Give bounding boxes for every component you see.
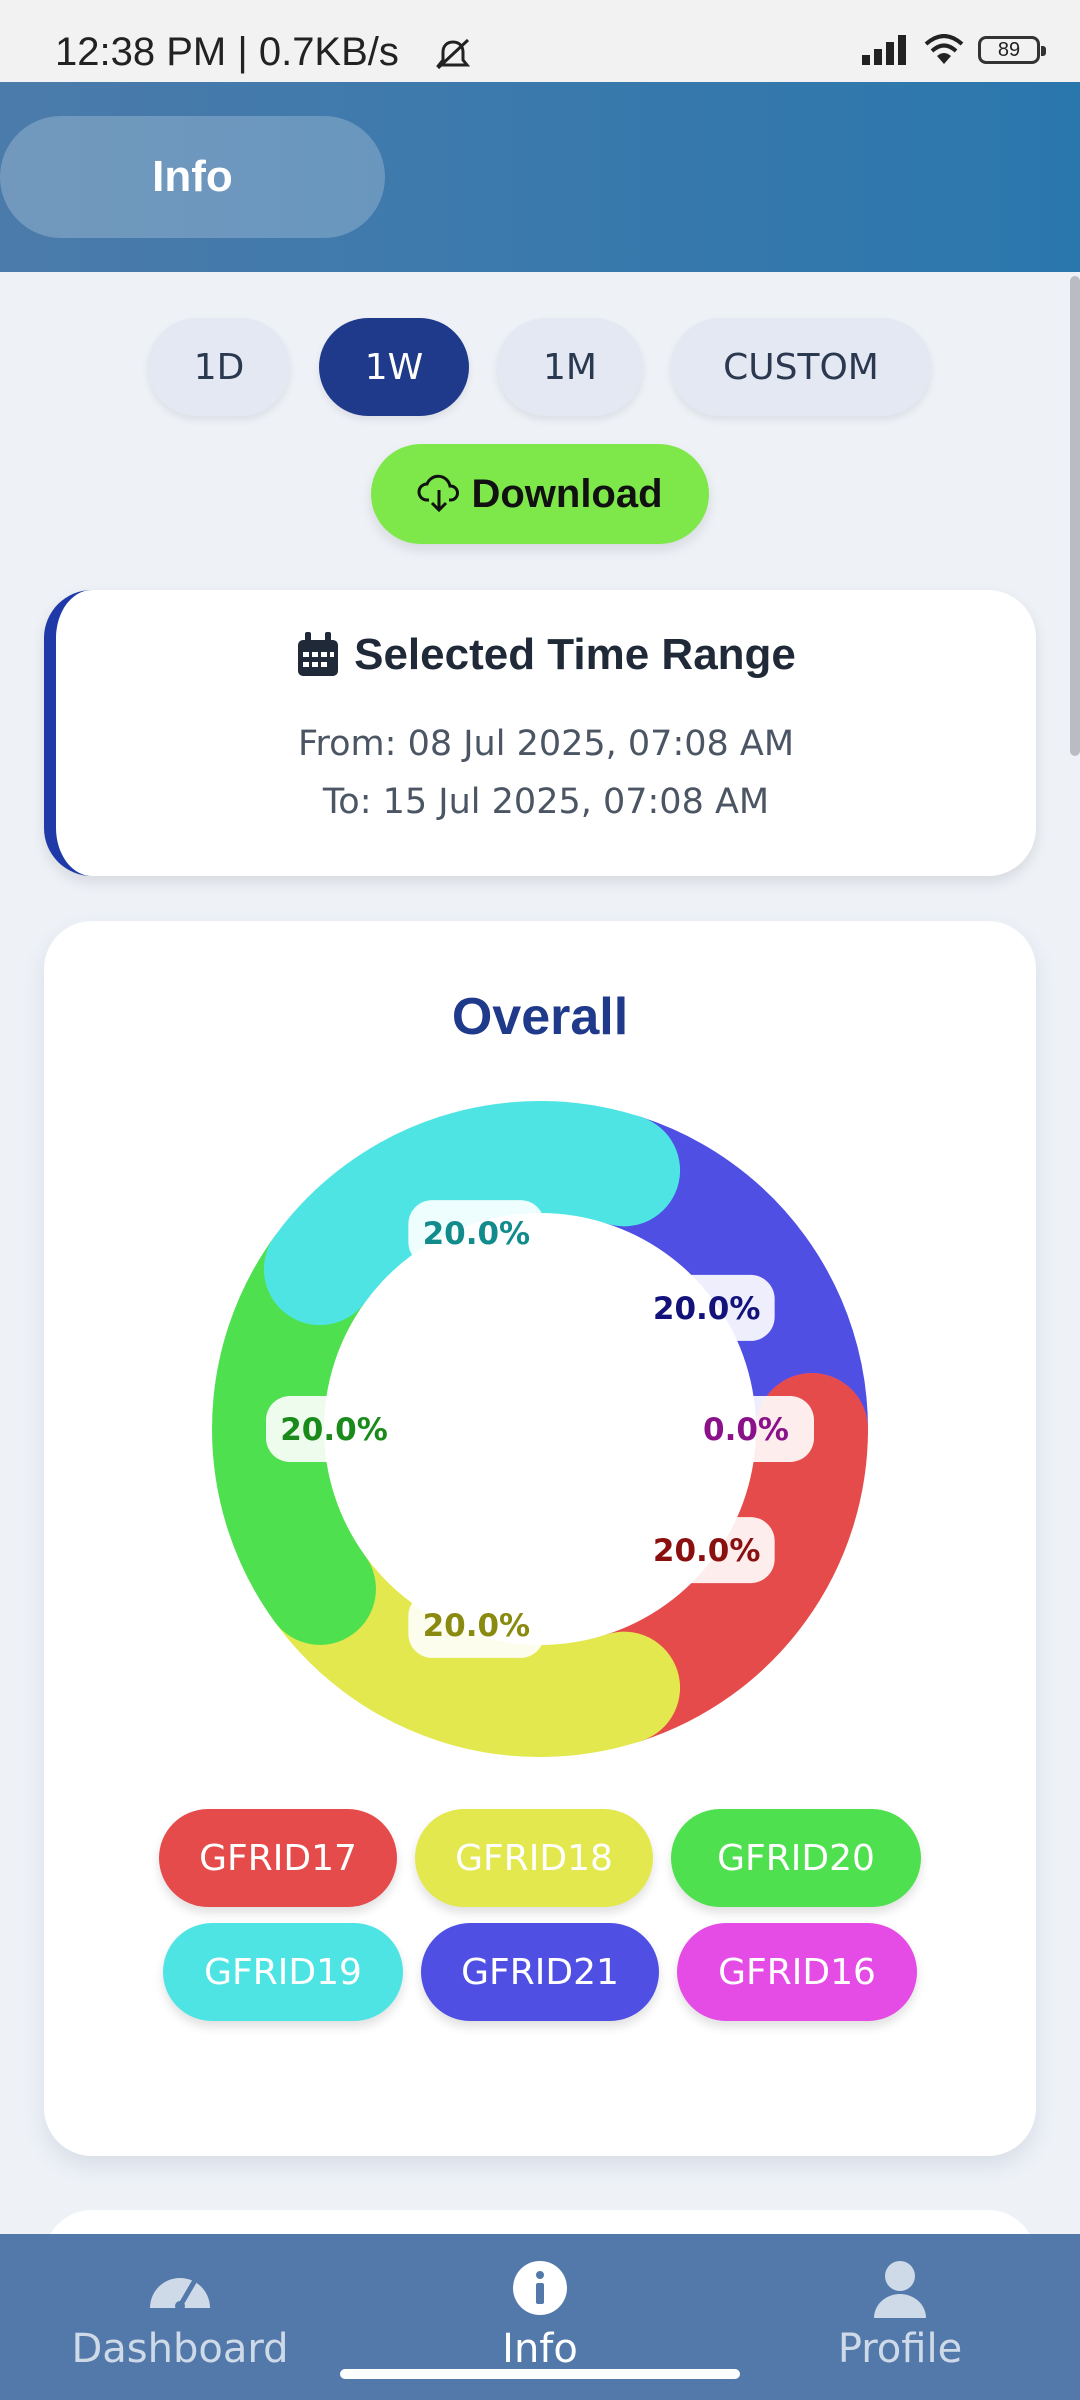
calendar-icon bbox=[298, 632, 339, 676]
status-icons: 89 bbox=[862, 34, 1046, 66]
slice-label-gfrid20: 20.0% bbox=[266, 1396, 402, 1462]
time-range-selector: 1D 1W 1M CUSTOM bbox=[0, 318, 1080, 416]
person-icon bbox=[874, 2261, 926, 2318]
slice-percentage: 0.0% bbox=[703, 1412, 789, 1448]
nav-label-info: Info bbox=[502, 2326, 578, 2372]
status-time: 12:38 PM | 0.7KB/s bbox=[55, 30, 399, 74]
slice-label-background bbox=[408, 1200, 545, 1267]
range-button-custom[interactable]: CUSTOM bbox=[671, 318, 931, 416]
slice-label-background bbox=[638, 1274, 775, 1341]
slice-label-gfrid16: 0.0% bbox=[678, 1396, 814, 1462]
slice-label-gfrid17: 20.0% bbox=[638, 1517, 775, 1584]
scrollbar[interactable] bbox=[1070, 276, 1080, 756]
selected-time-range-card: Selected Time Range From: 08 Jul 2025, 0… bbox=[44, 590, 1036, 876]
time-range-to: To: 15 Jul 2025, 07:08 AM bbox=[322, 782, 770, 822]
chart-title: Overall bbox=[451, 988, 629, 1046]
cloud-download-icon bbox=[418, 474, 460, 513]
donut-chart: 20.0% 0.0% 20.0% 20.0% 20.0% 20.0% bbox=[212, 1101, 868, 1757]
legend-chip-gfrid21[interactable]: GFRID21 bbox=[421, 1923, 659, 2021]
legend-chip-gfrid18[interactable]: GFRID18 bbox=[415, 1809, 653, 1907]
slice-percentage: 20.0% bbox=[653, 1533, 761, 1569]
nav-item-dashboard[interactable]: Dashboard bbox=[50, 2234, 310, 2400]
download-button[interactable]: Download bbox=[371, 444, 709, 544]
nav-item-profile[interactable]: Profile bbox=[770, 2234, 1030, 2400]
slice-percentage: 20.0% bbox=[280, 1412, 388, 1448]
range-button-1m[interactable]: 1M bbox=[497, 318, 643, 416]
slice-percentage: 20.0% bbox=[423, 1216, 531, 1252]
slice-label-background bbox=[678, 1396, 814, 1462]
info-icon bbox=[513, 2261, 567, 2315]
battery-icon: 89 bbox=[978, 36, 1046, 64]
range-button-1d[interactable]: 1D bbox=[148, 318, 290, 416]
time-range-from: From: 08 Jul 2025, 07:08 AM bbox=[297, 724, 795, 764]
donut-slice-gfrid19[interactable] bbox=[263, 1101, 681, 1326]
speedometer-icon bbox=[150, 2278, 210, 2311]
legend-chip-gfrid19[interactable]: GFRID19 bbox=[163, 1923, 403, 2021]
nav-label-profile: Profile bbox=[837, 2326, 963, 2372]
overall-chart-card: Overall 20.0% 0.0% 20.0% 20.0% 20.0% 20.0% GF… bbox=[44, 921, 1036, 2156]
slice-label-gfrid19: 20.0% bbox=[408, 1200, 545, 1267]
slice-label-gfrid18: 20.0% bbox=[408, 1591, 545, 1658]
range-button-1w[interactable]: 1W bbox=[319, 318, 469, 416]
slice-label-background bbox=[638, 1517, 775, 1584]
legend-chip-gfrid17[interactable]: GFRID17 bbox=[159, 1809, 397, 1907]
slice-label-background bbox=[266, 1396, 402, 1462]
app-header: Info bbox=[0, 82, 1080, 272]
header-tab-pill[interactable]: Info bbox=[0, 116, 385, 238]
home-indicator bbox=[340, 2369, 740, 2379]
time-range-title: Selected Time Range bbox=[354, 630, 796, 679]
slice-label-background bbox=[408, 1591, 545, 1658]
slice-label-gfrid21: 20.0% bbox=[638, 1274, 775, 1341]
status-bar: 12:38 PM | 0.7KB/s 89 bbox=[0, 0, 1080, 82]
slice-percentage: 20.0% bbox=[423, 1608, 531, 1644]
signal-icon bbox=[862, 35, 906, 65]
legend-chip-gfrid16[interactable]: GFRID16 bbox=[677, 1923, 917, 2021]
slice-percentage: 20.0% bbox=[653, 1291, 761, 1327]
nav-label-dashboard: Dashboard bbox=[71, 2326, 289, 2372]
legend-chip-gfrid20[interactable]: GFRID20 bbox=[671, 1809, 921, 1907]
download-label: Download bbox=[471, 471, 663, 516]
wifi-icon bbox=[924, 34, 964, 64]
legend-row: GFRID17 GFRID18 GFRID20 bbox=[44, 1809, 1036, 1907]
bell-muted-icon bbox=[435, 38, 471, 70]
nav-item-info[interactable]: Info bbox=[410, 2234, 670, 2400]
legend-row: GFRID19 GFRID21 GFRID16 bbox=[44, 1923, 1036, 2021]
page-title: Info bbox=[152, 152, 233, 201]
